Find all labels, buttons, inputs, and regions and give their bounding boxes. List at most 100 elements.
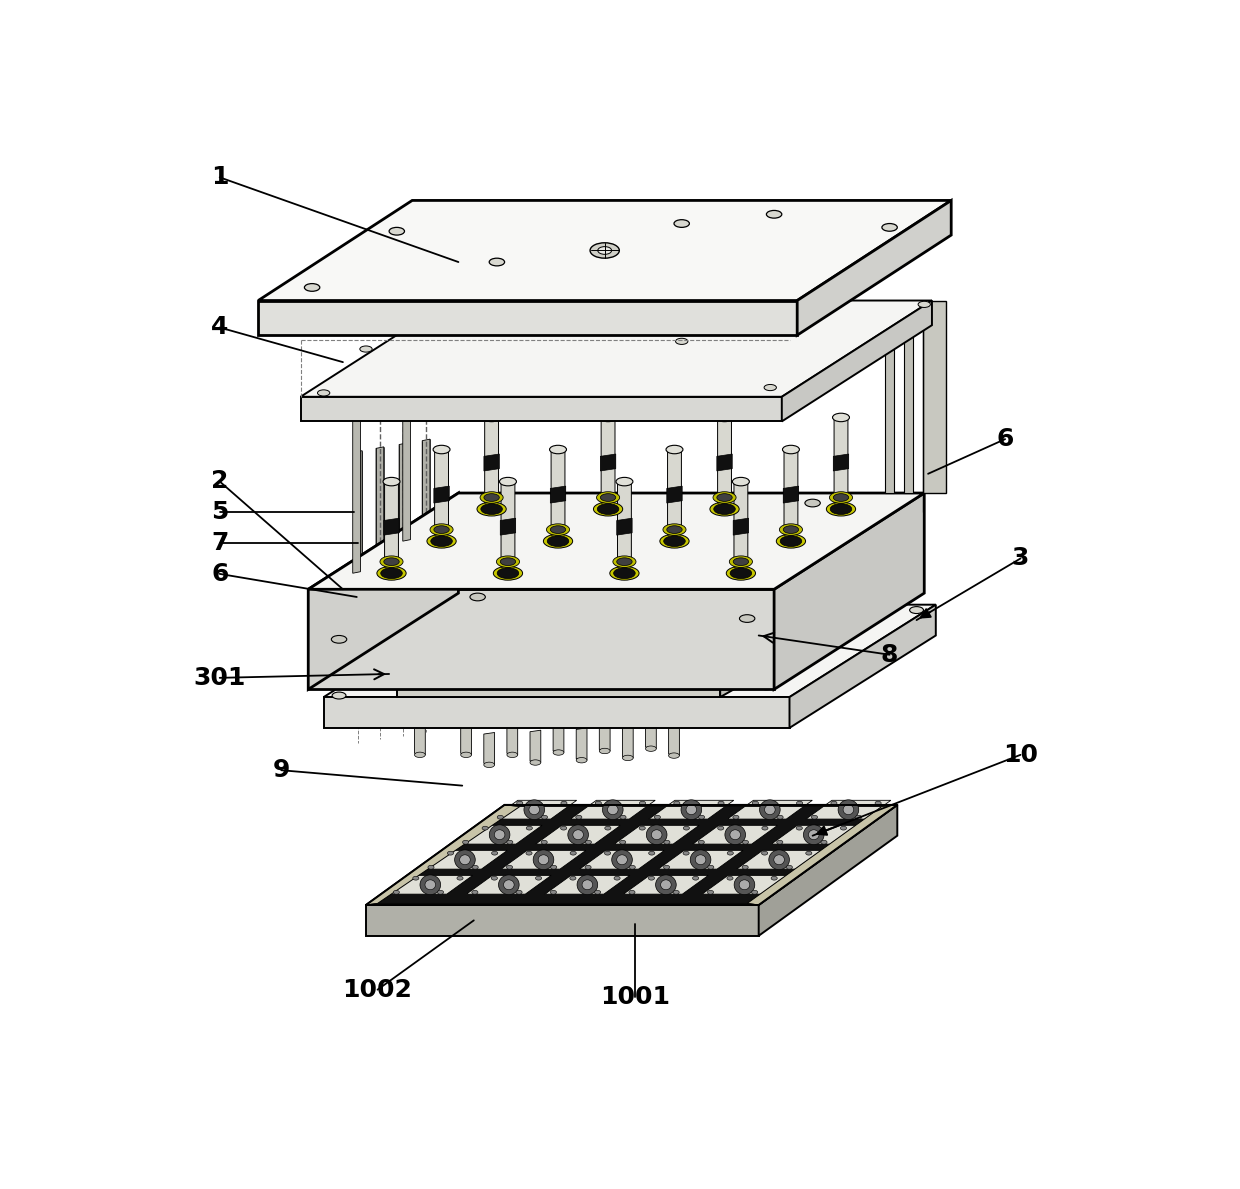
Polygon shape [797,201,951,335]
Ellipse shape [575,816,582,819]
Ellipse shape [490,258,505,266]
Ellipse shape [875,801,882,805]
Ellipse shape [551,526,565,534]
Ellipse shape [500,558,516,566]
Ellipse shape [771,876,777,880]
Ellipse shape [729,556,753,567]
Polygon shape [397,609,836,674]
Ellipse shape [541,615,553,621]
Ellipse shape [703,641,714,648]
Polygon shape [484,454,500,471]
Ellipse shape [708,866,714,869]
Ellipse shape [663,663,676,669]
Ellipse shape [533,850,554,869]
Polygon shape [309,493,924,590]
Ellipse shape [542,816,548,819]
Polygon shape [618,480,631,567]
Ellipse shape [470,593,485,600]
Ellipse shape [598,246,611,254]
Ellipse shape [420,638,434,646]
Ellipse shape [786,866,792,869]
Ellipse shape [646,746,656,751]
Polygon shape [737,850,822,869]
Ellipse shape [766,210,781,218]
Ellipse shape [673,891,680,894]
Ellipse shape [430,536,453,547]
Polygon shape [579,850,665,869]
Ellipse shape [691,850,711,869]
Polygon shape [366,805,898,905]
Ellipse shape [660,619,672,625]
Ellipse shape [713,492,737,503]
Text: 2: 2 [211,470,228,493]
Polygon shape [309,493,459,690]
Ellipse shape [600,414,616,422]
Polygon shape [658,850,743,869]
Ellipse shape [481,504,502,515]
Ellipse shape [568,825,589,844]
Polygon shape [492,800,577,819]
Ellipse shape [494,566,522,580]
Polygon shape [466,875,552,894]
Ellipse shape [472,866,479,869]
Ellipse shape [608,805,618,814]
Polygon shape [784,448,797,535]
Ellipse shape [516,891,522,894]
Ellipse shape [526,826,532,830]
Ellipse shape [784,526,799,534]
Ellipse shape [379,556,403,567]
Polygon shape [258,301,797,335]
Ellipse shape [498,619,511,625]
Ellipse shape [463,841,469,844]
Ellipse shape [830,492,853,503]
Ellipse shape [498,875,520,894]
Ellipse shape [777,816,784,819]
Ellipse shape [761,826,768,830]
Ellipse shape [663,636,676,642]
Ellipse shape [759,682,774,690]
Ellipse shape [629,891,635,894]
Ellipse shape [841,826,847,830]
Ellipse shape [551,866,557,869]
Ellipse shape [707,891,713,894]
Ellipse shape [541,841,547,844]
Ellipse shape [663,536,686,547]
Ellipse shape [714,504,735,515]
Ellipse shape [711,502,739,516]
Ellipse shape [698,816,704,819]
Polygon shape [790,605,936,728]
Polygon shape [397,674,720,697]
Ellipse shape [583,636,595,642]
Polygon shape [781,301,932,421]
Ellipse shape [422,663,434,669]
Polygon shape [324,605,936,697]
Polygon shape [355,451,362,590]
Ellipse shape [577,757,587,763]
Ellipse shape [332,692,346,699]
Polygon shape [833,454,848,471]
Polygon shape [784,486,799,503]
Ellipse shape [525,800,544,819]
Text: 6: 6 [997,427,1014,451]
Polygon shape [422,439,430,578]
Ellipse shape [448,851,454,855]
Ellipse shape [717,493,733,502]
Ellipse shape [585,841,591,844]
Ellipse shape [761,851,768,855]
Ellipse shape [743,841,749,844]
Polygon shape [434,486,449,503]
Polygon shape [485,416,498,503]
Polygon shape [366,904,759,905]
Ellipse shape [703,615,714,621]
Polygon shape [717,454,733,471]
Polygon shape [435,448,449,535]
Polygon shape [718,416,732,503]
Ellipse shape [526,851,532,855]
Ellipse shape [663,841,670,844]
Ellipse shape [477,502,506,516]
Polygon shape [904,306,914,493]
Text: 10: 10 [1003,743,1038,767]
Ellipse shape [428,866,434,869]
Ellipse shape [681,800,702,819]
Ellipse shape [422,636,434,642]
